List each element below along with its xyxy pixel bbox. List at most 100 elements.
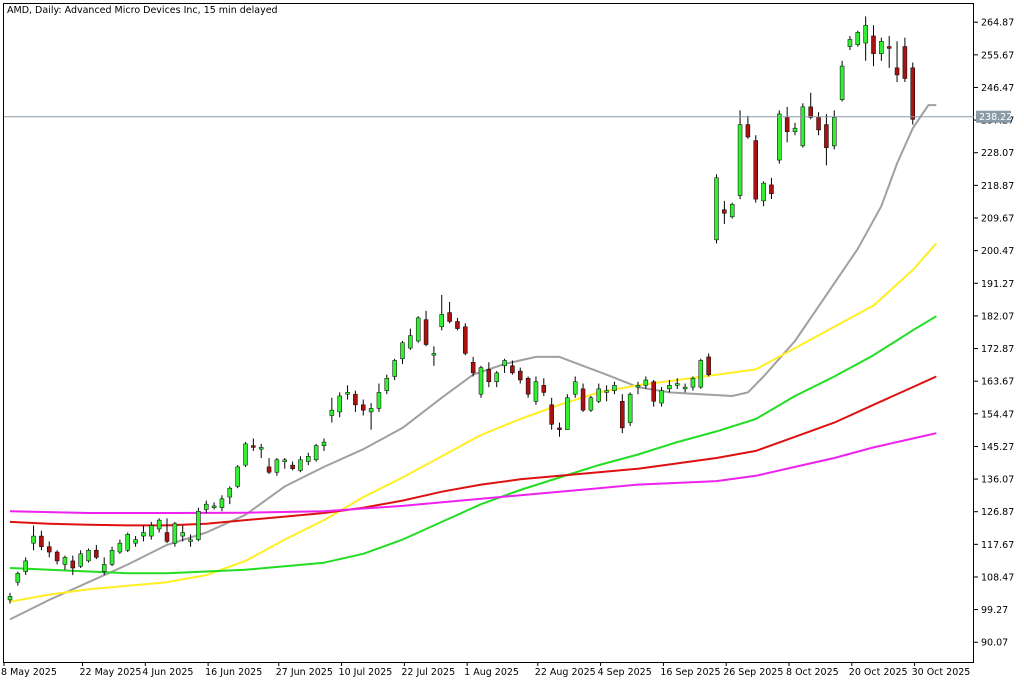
candle	[651, 380, 656, 407]
candle	[667, 380, 672, 393]
candle	[604, 385, 609, 402]
candles	[7, 16, 915, 604]
candle	[94, 544, 99, 560]
candle	[211, 502, 217, 510]
candle	[15, 571, 21, 586]
candle	[133, 536, 138, 547]
moving-average-line-1	[9, 104, 937, 621]
candle	[361, 399, 366, 416]
candle-body	[745, 124, 751, 138]
candle	[164, 518, 170, 544]
candle-body	[494, 372, 499, 383]
candle-body	[423, 319, 429, 345]
candle-body	[729, 204, 735, 218]
y-tick-label: 218.87	[981, 181, 1014, 192]
candle	[839, 60, 845, 102]
candle-body	[439, 314, 444, 328]
chart-title: AMD, Daily: Advanced Micro Devices Inc, …	[7, 5, 278, 16]
candle	[824, 113, 829, 166]
candle-body	[149, 525, 154, 537]
candle-body	[714, 177, 719, 241]
candle	[329, 397, 335, 423]
candle-body	[306, 456, 311, 462]
candle	[620, 394, 625, 434]
candle-body	[541, 385, 547, 393]
y-tick-label: 264.87	[981, 18, 1014, 29]
candle-body	[258, 447, 264, 450]
candle	[188, 534, 193, 547]
candle-body	[863, 25, 868, 44]
candle	[706, 353, 711, 377]
y-tick-label: 246.47	[981, 83, 1014, 94]
candle-body	[478, 367, 484, 395]
candle	[353, 390, 358, 412]
candle-body	[109, 550, 115, 565]
candle	[7, 592, 13, 604]
candle-body	[431, 353, 437, 356]
y-tick-label: 191.27	[981, 279, 1014, 290]
candle	[368, 403, 374, 430]
candle	[156, 518, 162, 533]
candle	[298, 456, 303, 473]
candle-body	[235, 466, 240, 487]
candle	[886, 35, 892, 68]
candle	[282, 458, 287, 469]
candle-body	[455, 321, 460, 329]
y-tick-label: 154.47	[981, 409, 1014, 420]
x-tick-label: 4 Sep 2025	[598, 667, 652, 678]
candle-body	[667, 385, 672, 390]
candle	[879, 37, 884, 61]
candle-body	[172, 523, 178, 544]
candle	[627, 392, 633, 427]
candle	[525, 376, 531, 398]
candle-body	[588, 397, 594, 411]
candle-body	[368, 408, 374, 413]
candle	[392, 358, 397, 380]
moving-average-line-5	[9, 432, 937, 514]
candle	[714, 174, 719, 244]
candle	[894, 41, 900, 83]
candle-body	[620, 401, 625, 429]
candle-body	[7, 596, 13, 601]
candle-body	[894, 67, 900, 76]
x-tick-label: 27 Jun 2025	[276, 667, 333, 678]
candle-body	[737, 124, 743, 196]
x-tick-label: 30 Oct 2025	[912, 667, 971, 678]
candle-body	[761, 182, 766, 202]
candle	[549, 397, 554, 430]
x-tick-label: 22 May 2025	[80, 667, 142, 678]
candle	[753, 135, 758, 203]
candle-body	[565, 397, 570, 430]
candle	[109, 546, 115, 567]
candle	[816, 112, 821, 136]
candle	[47, 541, 52, 558]
candle	[463, 323, 468, 356]
candle-body	[274, 459, 280, 473]
candle-body	[282, 459, 287, 462]
candle	[800, 103, 806, 148]
candle-body	[510, 365, 515, 374]
candle-body	[604, 390, 609, 393]
y-tick-label: 145.27	[981, 442, 1014, 453]
candle-body	[47, 546, 52, 553]
candle	[682, 383, 688, 393]
y-tick-label: 90.07	[981, 638, 1008, 649]
x-tick-label: 8 Oct 2025	[786, 667, 839, 678]
candle-body	[188, 539, 193, 542]
candle-body	[910, 67, 915, 120]
candle	[70, 555, 76, 576]
candle	[902, 37, 908, 83]
candle	[447, 301, 452, 324]
candle-body	[400, 342, 405, 359]
x-tick-label: 20 Oct 2025	[849, 667, 908, 678]
candle-body	[612, 385, 617, 391]
candle	[612, 381, 617, 395]
candle	[910, 62, 915, 125]
candle-body	[886, 46, 892, 49]
candle-body	[706, 356, 711, 375]
candle	[204, 500, 209, 514]
candle-body	[54, 551, 60, 562]
candle-body	[549, 404, 554, 425]
candle	[62, 555, 68, 570]
